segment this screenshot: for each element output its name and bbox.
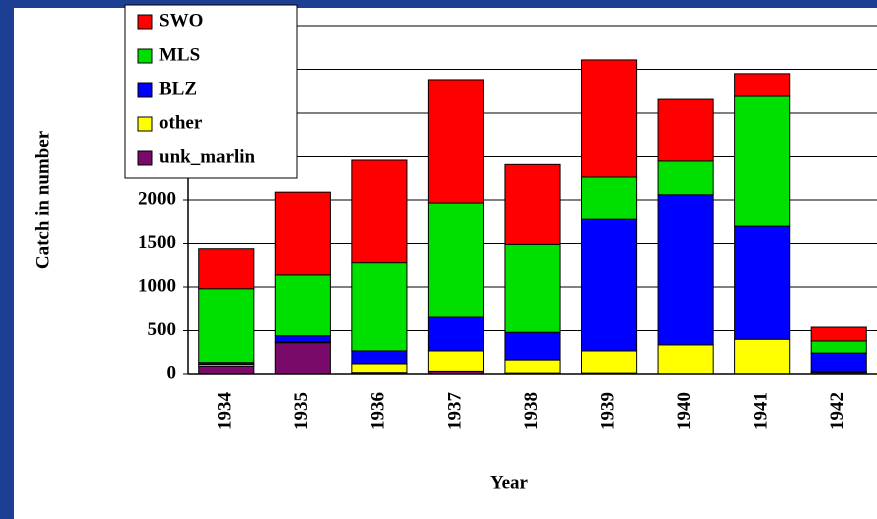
legend-label: other: [159, 112, 203, 133]
y-tick-label: 0: [167, 362, 177, 383]
bar-segment: [734, 225, 791, 340]
bar-segment: [351, 350, 408, 365]
bar-segment: [274, 335, 331, 343]
bar-segment: [504, 163, 561, 245]
x-tick-label: 1937: [444, 392, 465, 431]
bar-segment: [580, 59, 638, 178]
bar-segment: [580, 218, 638, 352]
bar-segment: [810, 340, 867, 354]
x-tick-label: 1941: [751, 392, 772, 430]
bar-segment: [351, 262, 408, 352]
legend-label: SWO: [159, 10, 203, 31]
x-tick-label: 1939: [597, 392, 618, 430]
bar-segment: [274, 342, 331, 375]
bar-segment: [810, 352, 867, 372]
bar-segment: [351, 159, 408, 264]
bar-segment: [810, 326, 867, 342]
y-tick-label: 500: [148, 319, 177, 340]
legend: [124, 4, 298, 179]
x-tick-label: 1940: [674, 392, 695, 430]
bar-segment: [734, 95, 791, 227]
y-tick-label: 1500: [138, 232, 176, 253]
x-axis-label: Year: [490, 472, 529, 493]
bar-segment: [580, 176, 638, 220]
x-tick-label: 1935: [291, 392, 312, 430]
bar-segment: [198, 288, 255, 364]
y-tick-label: 2000: [138, 188, 176, 209]
legend-label: unk_marlin: [159, 146, 256, 167]
x-tick-label: 1938: [521, 392, 542, 430]
bar-segment: [427, 316, 485, 352]
bar-segment: [657, 194, 714, 346]
bar-segment: [504, 243, 561, 333]
bar-segment: [504, 331, 561, 361]
legend-swatch: [137, 116, 153, 132]
bar-segment: [198, 248, 255, 290]
bar-segment: [427, 202, 485, 318]
bar-segment: [274, 274, 331, 337]
bar-segment: [274, 191, 331, 276]
legend-swatch: [137, 150, 153, 166]
bar-segment: [734, 73, 791, 97]
bar-segment: [427, 350, 485, 372]
x-tick-label: 1942: [827, 392, 848, 430]
x-tick-label: 1936: [368, 392, 389, 430]
y-axis-label: Catch in number: [32, 130, 53, 269]
bar-segment: [657, 344, 714, 375]
legend-label: BLZ: [159, 78, 197, 99]
bar-segment: [504, 359, 561, 374]
bar-segment: [657, 160, 714, 196]
bar-segment: [580, 350, 638, 374]
bar-segment: [657, 98, 714, 162]
legend-label: MLS: [159, 44, 200, 65]
bar-segment: [734, 338, 791, 375]
bar-segment: [351, 363, 408, 374]
y-tick-label: 1000: [138, 275, 176, 296]
bar-segment: [198, 365, 255, 375]
bar-segment: [427, 79, 485, 204]
legend-swatch: [137, 14, 153, 30]
legend-swatch: [137, 82, 153, 98]
x-tick-label: 1934: [215, 392, 236, 431]
legend-swatch: [137, 48, 153, 64]
